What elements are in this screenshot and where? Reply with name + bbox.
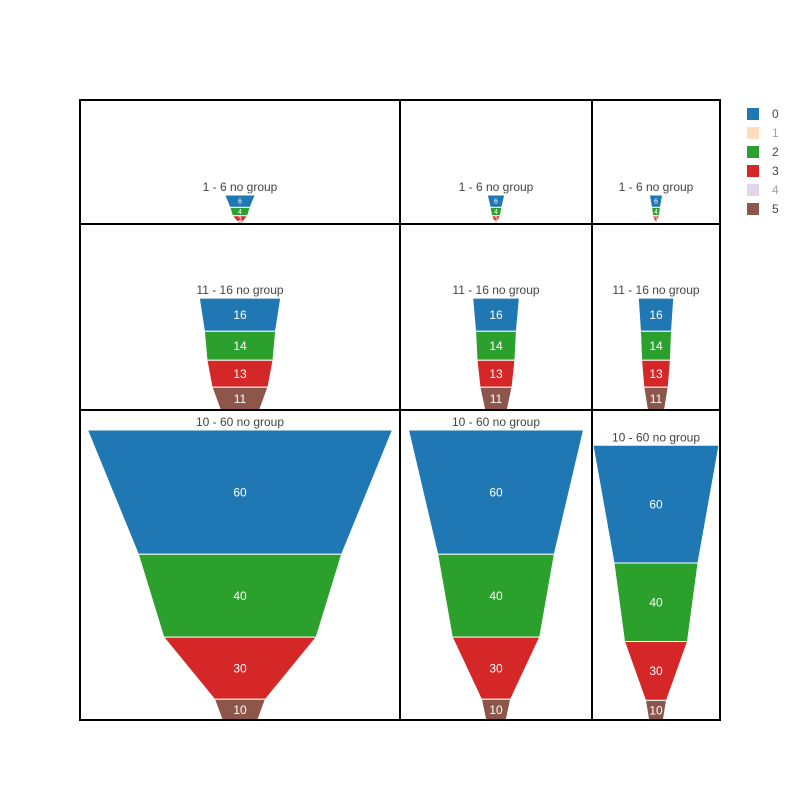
segment-value-label: 10 xyxy=(649,703,663,717)
segment-value-label: 40 xyxy=(233,589,247,603)
segment-value-label: 60 xyxy=(233,485,247,499)
funnel-panel-5: 11 - 16 no group 16 14 13 11 xyxy=(452,283,540,411)
funnel-panel-4: 11 - 16 no group 16 14 13 11 xyxy=(196,283,284,411)
legend-item-0[interactable]: 0 xyxy=(747,107,779,121)
segment-value-label: 13 xyxy=(233,367,247,381)
segment-value-label: 16 xyxy=(489,308,503,322)
segment-value-label: 10 xyxy=(489,703,503,717)
funnel-panel-6: 11 - 16 no group 16 14 13 11 xyxy=(612,283,700,411)
segment-value-label: 4 xyxy=(654,209,658,216)
segment-value-label: 13 xyxy=(489,367,503,381)
panel-title: 11 - 16 no group xyxy=(612,283,700,297)
legend-item-3[interactable]: 3 xyxy=(747,164,779,178)
legend[interactable]: 0 1 2 3 4 5 xyxy=(747,107,779,216)
segment-value-label: 40 xyxy=(649,595,663,609)
legend-label: 3 xyxy=(772,164,779,178)
segment-value-label: 11 xyxy=(650,392,663,406)
legend-swatch xyxy=(747,184,759,196)
legend-label: 4 xyxy=(772,183,779,197)
segment-value-label: 11 xyxy=(490,392,503,406)
segment-value-label: 16 xyxy=(649,308,663,322)
segment-value-label: 6 xyxy=(238,199,242,206)
panel-title: 10 - 60 no group xyxy=(452,415,540,429)
segment-value-label: 40 xyxy=(489,589,503,603)
legend-swatch xyxy=(747,146,759,158)
legend-item-2[interactable]: 2 xyxy=(747,145,779,159)
segment-value-label: 13 xyxy=(649,367,663,381)
segment-value-label: 10 xyxy=(233,703,247,717)
segment-value-label: 3 xyxy=(654,216,658,223)
panel-title: 10 - 60 no group xyxy=(612,430,700,444)
segment-value-label: 11 xyxy=(234,392,247,406)
funnel-panel-8: 10 - 60 no group 60 40 30 10 xyxy=(407,415,585,721)
panel-border xyxy=(591,409,721,721)
legend-label: 0 xyxy=(772,107,779,121)
grid-borders xyxy=(79,99,721,721)
panel-title: 11 - 16 no group xyxy=(196,283,284,297)
segment-value-label: 4 xyxy=(494,209,498,216)
segment-value-label: 3 xyxy=(494,216,498,223)
legend-swatch xyxy=(747,127,759,139)
funnel-panel-9: 10 - 60 no group 60 40 30 10 xyxy=(592,430,720,721)
panel-title: 1 - 6 no group xyxy=(619,180,694,194)
segment-value-label: 6 xyxy=(494,199,498,206)
legend-label: 2 xyxy=(772,145,779,159)
segment-value-label: 60 xyxy=(649,497,663,511)
segment-value-label: 30 xyxy=(233,661,247,675)
panel-title: 11 - 16 no group xyxy=(452,283,540,297)
legend-swatch xyxy=(747,203,759,215)
panel-title: 10 - 60 no group xyxy=(196,415,284,429)
funnel-panel-7: 10 - 60 no group 60 40 30 10 xyxy=(86,415,394,721)
legend-label: 1 xyxy=(772,126,779,140)
segment-value-label: 3 xyxy=(238,216,242,223)
legend-item-4[interactable]: 4 xyxy=(747,183,779,197)
segment-value-label: 14 xyxy=(233,339,247,353)
legend-swatch xyxy=(747,165,759,177)
segment-value-label: 4 xyxy=(238,209,242,216)
segment-value-label: 14 xyxy=(489,339,503,353)
legend-label: 5 xyxy=(772,202,779,216)
panel-title: 1 - 6 no group xyxy=(203,180,278,194)
legend-item-1[interactable]: 1 xyxy=(747,126,779,140)
legend-item-5[interactable]: 5 xyxy=(747,202,779,216)
segment-value-label: 16 xyxy=(233,308,247,322)
segment-value-label: 30 xyxy=(489,661,503,675)
panel-title: 1 - 6 no group xyxy=(459,180,534,194)
segment-value-label: 14 xyxy=(649,339,663,353)
segment-value-label: 6 xyxy=(654,199,658,206)
segment-value-label: 30 xyxy=(649,664,663,678)
legend-swatch xyxy=(747,108,759,120)
segment-value-label: 60 xyxy=(489,485,503,499)
